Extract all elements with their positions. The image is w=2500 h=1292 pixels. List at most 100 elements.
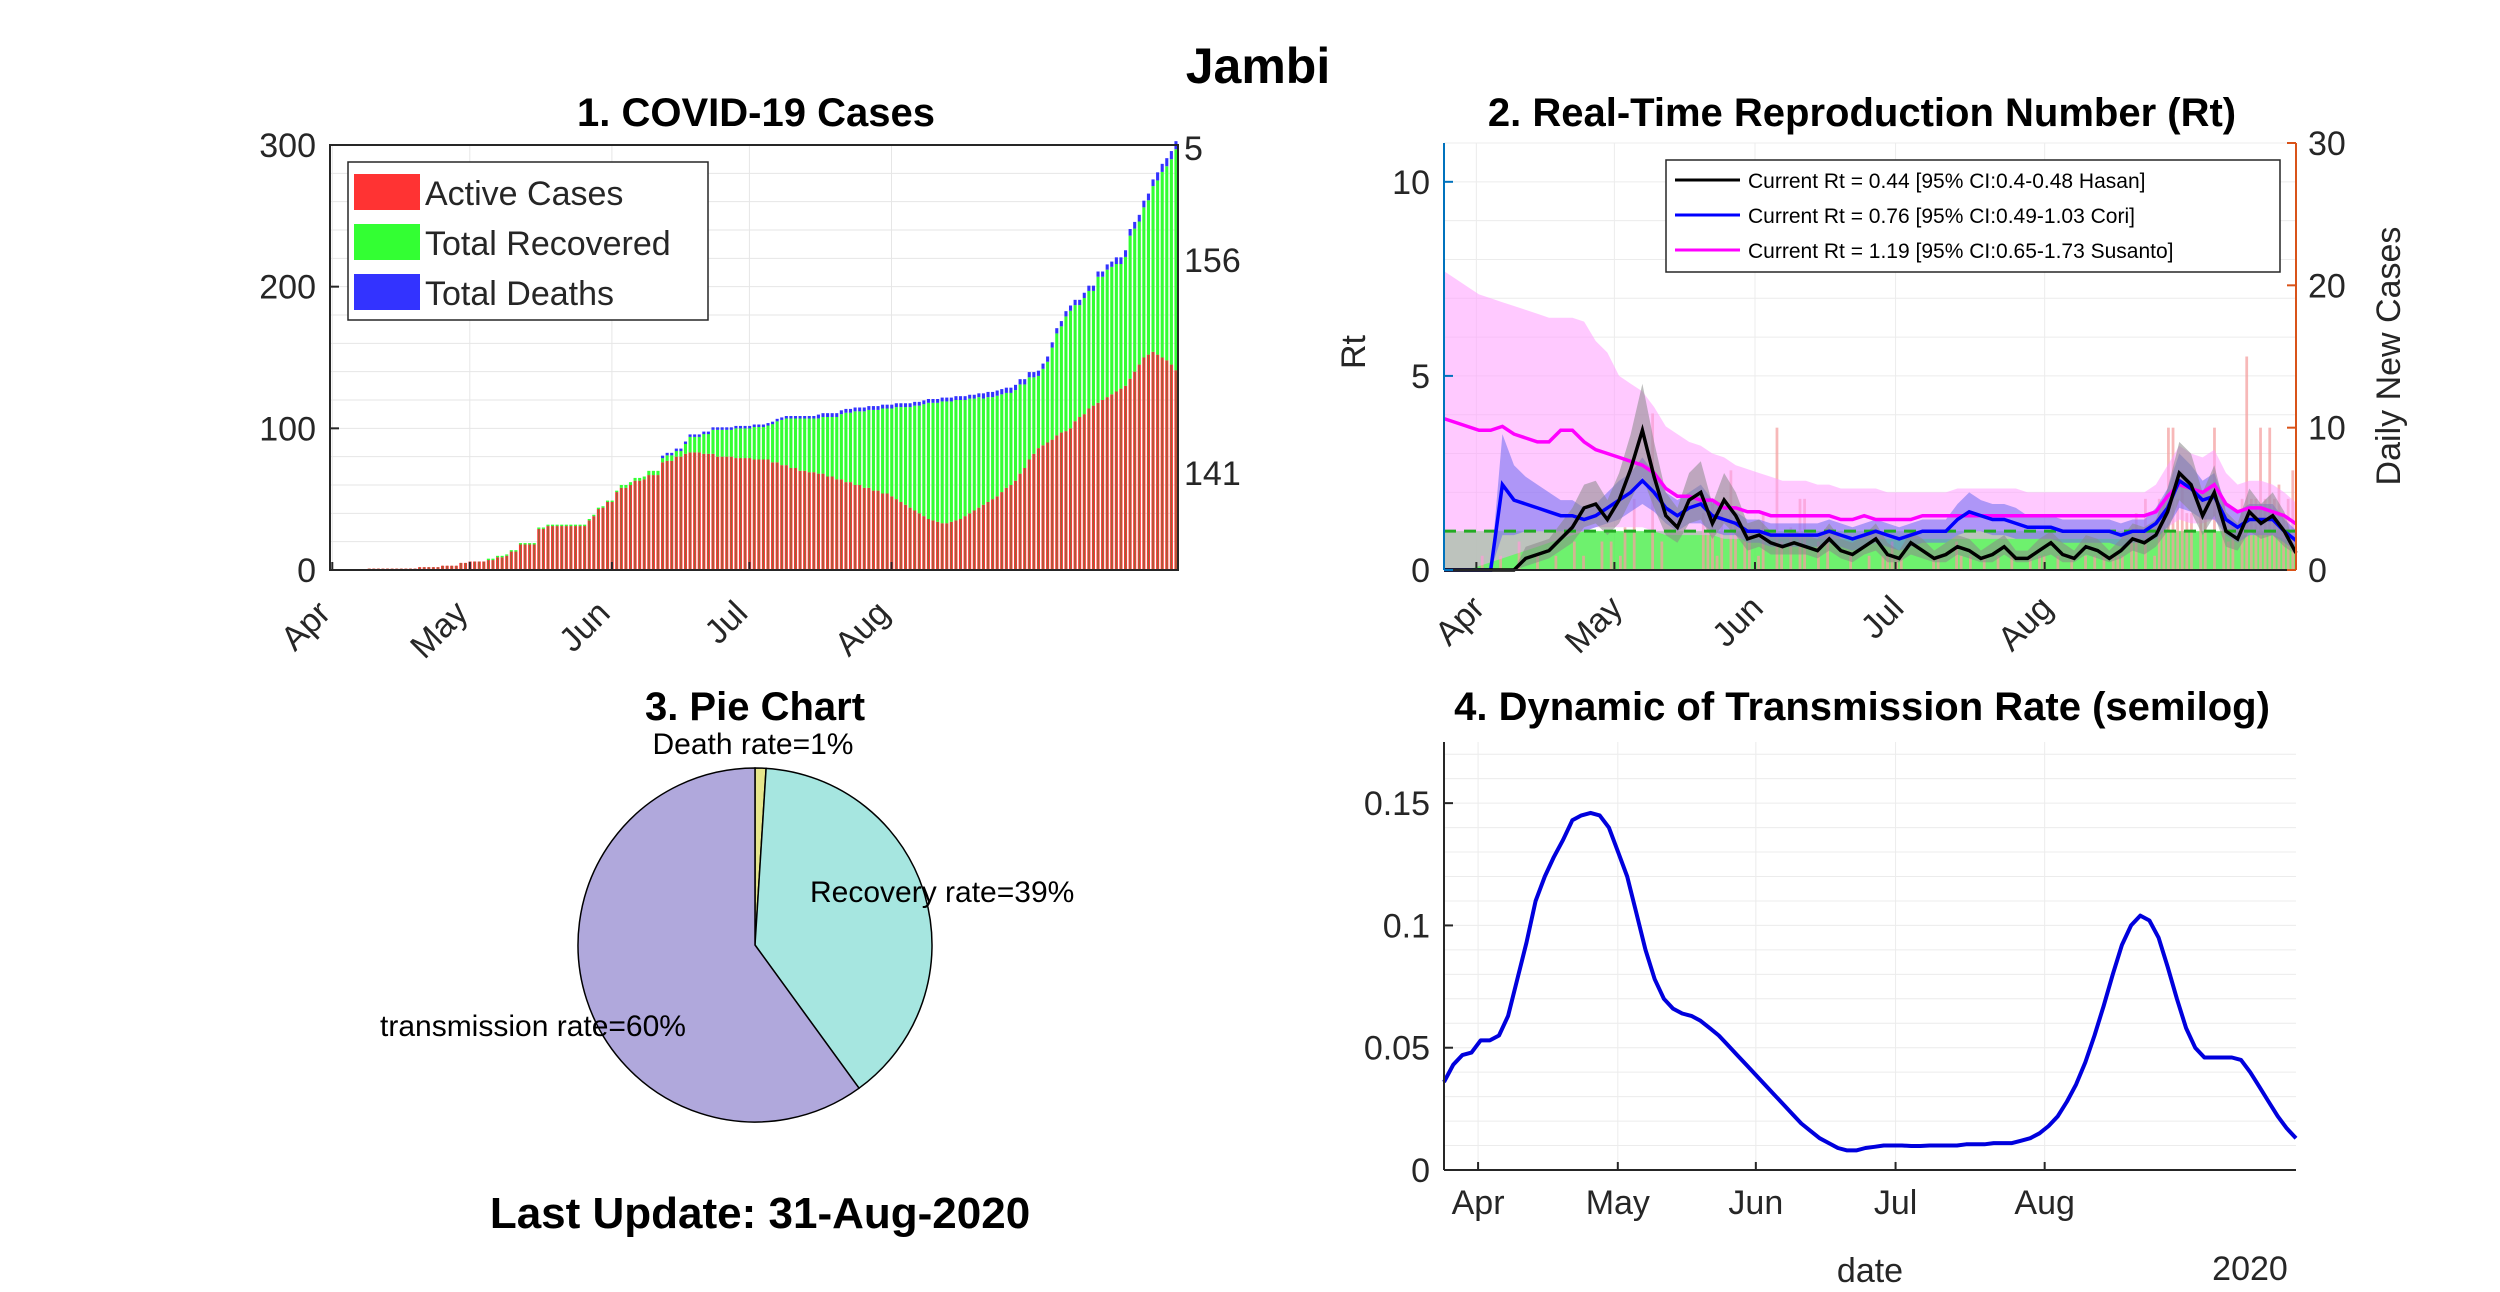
cases-bar-deaths bbox=[734, 425, 738, 429]
cases-bar-recovered bbox=[784, 418, 788, 466]
cases-bar-deaths bbox=[1068, 305, 1073, 311]
cases-bar-deaths bbox=[1055, 328, 1059, 334]
cases-bar-deaths bbox=[1027, 372, 1031, 378]
cases-bar-recovered bbox=[991, 397, 995, 500]
cases-bar-recovered bbox=[1156, 180, 1160, 355]
cases-bar-deaths bbox=[844, 408, 848, 413]
rt-daily-case-bar bbox=[1706, 527, 1710, 570]
cases-bar-deaths bbox=[1142, 200, 1146, 208]
cases-bar-recovered bbox=[514, 550, 518, 552]
cases-bar-deaths bbox=[683, 441, 688, 444]
cases-bar-recovered bbox=[926, 402, 930, 519]
cases-bar-recovered bbox=[633, 477, 637, 481]
cases-bar-recovered bbox=[1087, 290, 1091, 409]
cases-bar-deaths bbox=[748, 425, 752, 429]
cases-bar-recovered bbox=[931, 402, 935, 521]
cases-bar-recovered bbox=[578, 524, 582, 527]
cases-bar-deaths bbox=[936, 399, 940, 403]
cases-bar-recovered bbox=[1050, 347, 1054, 440]
cases-bar-recovered bbox=[1018, 384, 1022, 474]
cases-bar-recovered bbox=[642, 476, 646, 480]
cases-bar-recovered bbox=[936, 402, 940, 522]
cases-bar-deaths bbox=[972, 394, 976, 399]
rt-chart-title: 2. Real-Time Reproduction Number (Rt) bbox=[1488, 91, 2236, 135]
cases-bar-deaths bbox=[807, 416, 811, 419]
cases-bar-deaths bbox=[670, 452, 674, 456]
cases-bar-deaths bbox=[890, 404, 894, 409]
rt-legend: Current Rt = 0.44 [95% CI:0.4-0.48 Hasan… bbox=[1665, 159, 2281, 273]
last-update-label: Last Update: 31-Aug-2020 bbox=[490, 1189, 1030, 1238]
cases-bar-deaths bbox=[688, 434, 692, 437]
cases-bar-deaths bbox=[1032, 372, 1036, 378]
rt-daily-case-bar bbox=[1536, 555, 1539, 570]
cases-bar-deaths bbox=[903, 403, 908, 408]
cases-bar-recovered bbox=[528, 543, 532, 545]
rt-band-cori bbox=[1444, 434, 2296, 570]
cases-bar-recovered bbox=[807, 418, 811, 473]
rt-legend-box bbox=[1665, 159, 2281, 273]
rt-legend-label-hasan: Current Rt = 0.44 [95% CI:0.4-0.48 Hasan… bbox=[1748, 170, 2145, 193]
transmission-grid bbox=[1444, 742, 2296, 1171]
cases-bar-deaths bbox=[780, 417, 784, 420]
legend-label-deaths: Total Deaths bbox=[425, 275, 614, 313]
cases-bar-recovered bbox=[798, 418, 802, 471]
cases-bar-recovered bbox=[981, 398, 985, 505]
cases-bar-deaths bbox=[1059, 321, 1063, 327]
cases-bar-deaths bbox=[1091, 285, 1095, 291]
rt-y2-axis-label: Daily New Cases bbox=[2370, 227, 2408, 486]
rt-daily-case-bar bbox=[2084, 555, 2087, 570]
rt-daily-case-bar bbox=[1734, 513, 1737, 570]
cases-bar-deaths bbox=[1000, 389, 1004, 395]
cases-bar-deaths bbox=[1146, 193, 1150, 201]
cases-bar-recovered bbox=[1128, 235, 1132, 379]
rt-daily-case-bar bbox=[1996, 555, 2000, 570]
cases-bar-deaths bbox=[1023, 379, 1027, 385]
cases-bar-recovered bbox=[793, 418, 798, 468]
cases-bar-deaths bbox=[761, 424, 765, 427]
rt-y-tick-label: 10 bbox=[1392, 164, 1430, 202]
cases-bar-deaths bbox=[1041, 363, 1045, 369]
transmission-x-ticks: Apr May Jun Jul Aug bbox=[1452, 1162, 2075, 1222]
cases-bar-recovered bbox=[816, 418, 820, 474]
rt-daily-case-bar bbox=[2130, 541, 2133, 570]
cases-bar-deaths bbox=[1078, 299, 1082, 306]
cases-bar-recovered bbox=[1146, 200, 1150, 355]
cases-bar-recovered bbox=[1123, 256, 1128, 386]
legend-label-active: Active Cases bbox=[425, 175, 623, 213]
cases-bar-deaths bbox=[1137, 214, 1141, 222]
cases-bar-deaths bbox=[816, 414, 820, 419]
cases-bar-deaths bbox=[1087, 285, 1091, 291]
cases-bar-recovered bbox=[1073, 305, 1077, 422]
cases-bar-recovered bbox=[826, 417, 830, 477]
cases-y-tick-label: 0 bbox=[297, 552, 316, 590]
cases-bar-recovered bbox=[665, 455, 669, 461]
cases-bar-recovered bbox=[486, 558, 490, 561]
cases-bar-recovered bbox=[963, 400, 967, 517]
cases-bar-recovered bbox=[1114, 264, 1118, 392]
rt-y2-tick-label: 30 bbox=[2308, 125, 2346, 163]
cases-bar-recovered bbox=[771, 424, 775, 463]
rt-daily-case-bar bbox=[2245, 356, 2249, 570]
cases-bar-deaths bbox=[771, 421, 775, 425]
rt-daily-case-bar bbox=[1572, 541, 1576, 570]
cases-bar-deaths bbox=[697, 434, 701, 437]
rt-daily-case-bar bbox=[2038, 555, 2041, 570]
cases-bar-recovered bbox=[871, 409, 875, 491]
cases-bar-recovered bbox=[899, 407, 903, 502]
rt-daily-case-bar bbox=[1982, 555, 1986, 570]
transmission-line bbox=[1442, 810, 2298, 1153]
transmission-x-tick-label: Jul bbox=[1874, 1184, 1917, 1222]
cases-bar-deaths bbox=[1073, 299, 1077, 306]
cases-bar-deaths bbox=[1123, 250, 1128, 257]
cases-bar-recovered bbox=[1151, 186, 1155, 352]
cases-bar-recovered bbox=[720, 429, 724, 457]
rt-y-tick-label: 5 bbox=[1411, 358, 1430, 396]
cases-bar-deaths bbox=[665, 452, 669, 456]
cases-bar-recovered bbox=[1068, 310, 1073, 429]
rt-daily-case-bar bbox=[1780, 541, 1783, 570]
cases-bar-deaths bbox=[940, 397, 944, 402]
cases-bar-recovered bbox=[853, 411, 857, 485]
rt-daily-case-bar bbox=[1867, 555, 1871, 570]
rt-daily-case-bar bbox=[1936, 555, 1940, 570]
cases-bar-recovered bbox=[647, 470, 651, 476]
